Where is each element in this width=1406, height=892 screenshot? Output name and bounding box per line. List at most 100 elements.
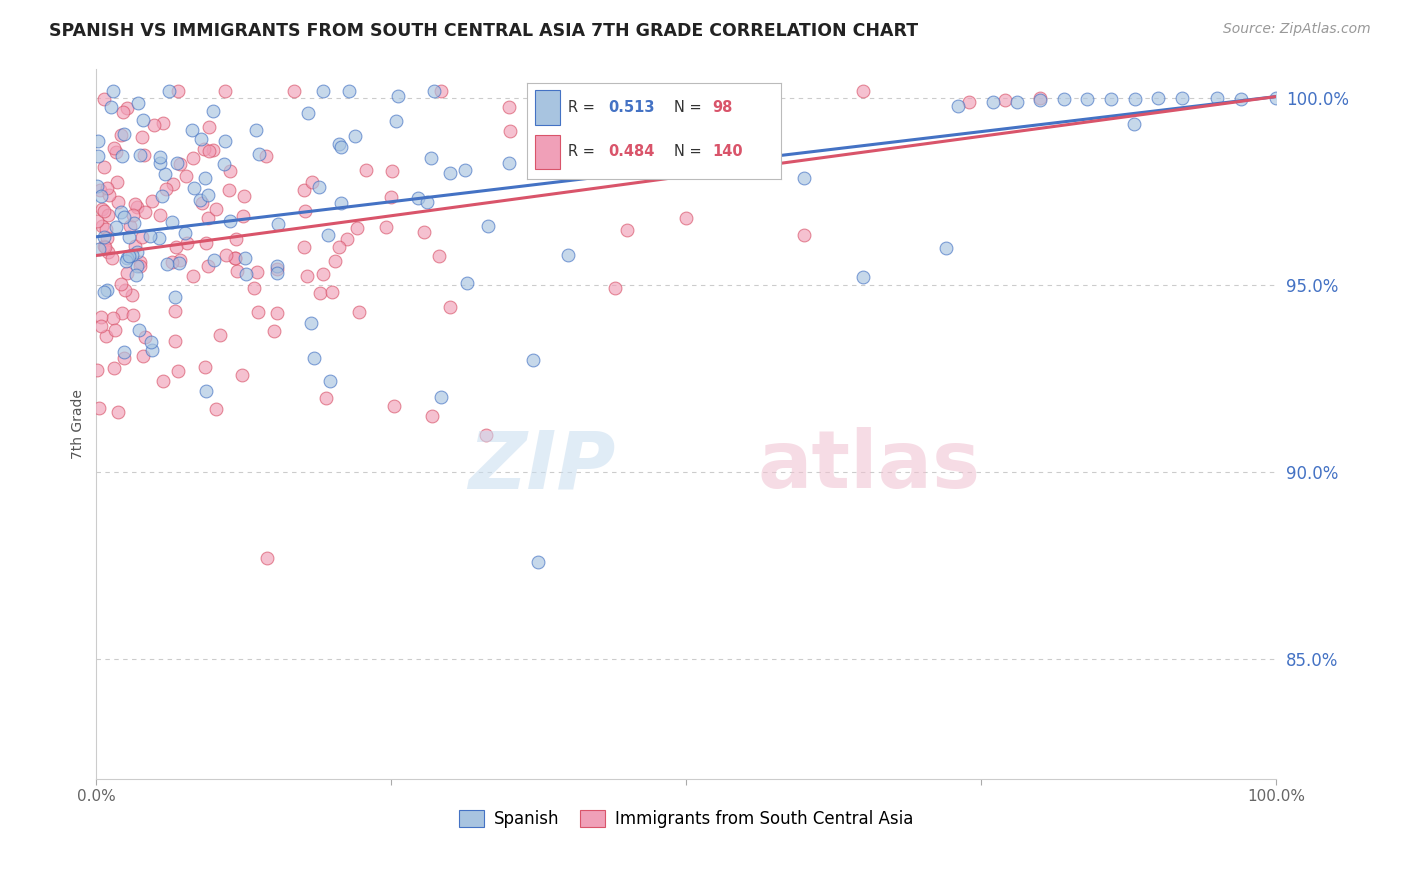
Point	[96, 230, 118, 244]
Point	[160, 215, 183, 229]
Point	[149, 156, 172, 170]
Point	[232, 209, 254, 223]
Point	[1170, 91, 1192, 105]
Point	[103, 361, 125, 376]
Point	[105, 175, 128, 189]
Point	[385, 114, 408, 128]
Point	[93, 229, 115, 244]
Point	[343, 128, 366, 143]
Point	[245, 123, 267, 137]
Point	[114, 283, 136, 297]
Point	[191, 196, 214, 211]
Point	[454, 163, 477, 178]
Point	[226, 264, 249, 278]
Point	[194, 170, 217, 185]
Point	[427, 249, 450, 263]
Point	[328, 137, 350, 152]
Point	[100, 100, 122, 114]
Point	[96, 283, 118, 297]
Point	[149, 151, 172, 165]
Point	[194, 236, 217, 251]
Point	[225, 232, 247, 246]
Point	[1099, 92, 1122, 106]
Point	[1053, 92, 1076, 106]
Point	[609, 143, 631, 157]
Point	[219, 214, 242, 228]
Point	[128, 148, 150, 162]
Text: Source: ZipAtlas.com: Source: ZipAtlas.com	[1223, 22, 1371, 37]
Point	[297, 106, 319, 120]
Point	[93, 204, 115, 219]
Point	[323, 254, 346, 268]
Point	[233, 252, 256, 266]
Point	[94, 328, 117, 343]
Point	[139, 229, 162, 244]
Point	[215, 248, 238, 262]
Point	[90, 188, 112, 202]
Point	[297, 269, 319, 284]
Point	[1123, 92, 1146, 106]
Point	[1029, 93, 1052, 107]
Point	[197, 211, 219, 225]
Point	[105, 145, 128, 159]
Point	[86, 363, 108, 377]
Point	[330, 139, 353, 153]
Point	[292, 240, 315, 254]
Point	[706, 161, 728, 176]
Point	[94, 222, 117, 236]
Point	[475, 428, 498, 442]
Point	[111, 105, 134, 120]
Point	[117, 101, 139, 115]
Point	[283, 84, 305, 98]
Point	[87, 243, 110, 257]
Point	[1005, 95, 1028, 110]
Point	[93, 92, 115, 106]
Point	[121, 308, 143, 322]
Point	[89, 183, 111, 197]
Point	[235, 267, 257, 281]
Point	[169, 256, 191, 270]
Point	[90, 310, 112, 325]
Point	[93, 285, 115, 299]
Point	[107, 195, 129, 210]
Point	[420, 151, 443, 165]
Point	[499, 124, 522, 138]
Point	[166, 155, 188, 169]
Point	[214, 84, 236, 98]
Point	[346, 221, 368, 235]
Point	[294, 204, 316, 219]
Point	[266, 306, 288, 320]
Point	[112, 210, 135, 224]
Point	[188, 193, 211, 207]
Point	[107, 404, 129, 418]
Point	[256, 550, 278, 565]
Point	[430, 84, 453, 98]
Point	[935, 241, 957, 255]
Point	[430, 391, 453, 405]
Point	[439, 300, 461, 314]
Point	[243, 280, 266, 294]
Point	[132, 349, 155, 363]
Point	[675, 134, 697, 148]
Point	[212, 157, 235, 171]
Point	[534, 84, 557, 98]
Point	[103, 141, 125, 155]
Point	[540, 91, 562, 105]
Point	[169, 157, 191, 171]
Point	[526, 555, 548, 569]
Point	[267, 217, 290, 231]
Point	[380, 190, 402, 204]
Point	[266, 259, 288, 273]
Point	[110, 128, 132, 143]
Point	[302, 351, 325, 366]
Point	[183, 180, 205, 194]
Point	[198, 120, 221, 135]
Point	[101, 251, 124, 265]
Point	[218, 163, 240, 178]
Point	[89, 401, 111, 416]
Point	[125, 244, 148, 259]
Point	[112, 351, 135, 365]
Point	[309, 285, 332, 300]
Point	[176, 235, 198, 250]
Point	[101, 310, 124, 325]
